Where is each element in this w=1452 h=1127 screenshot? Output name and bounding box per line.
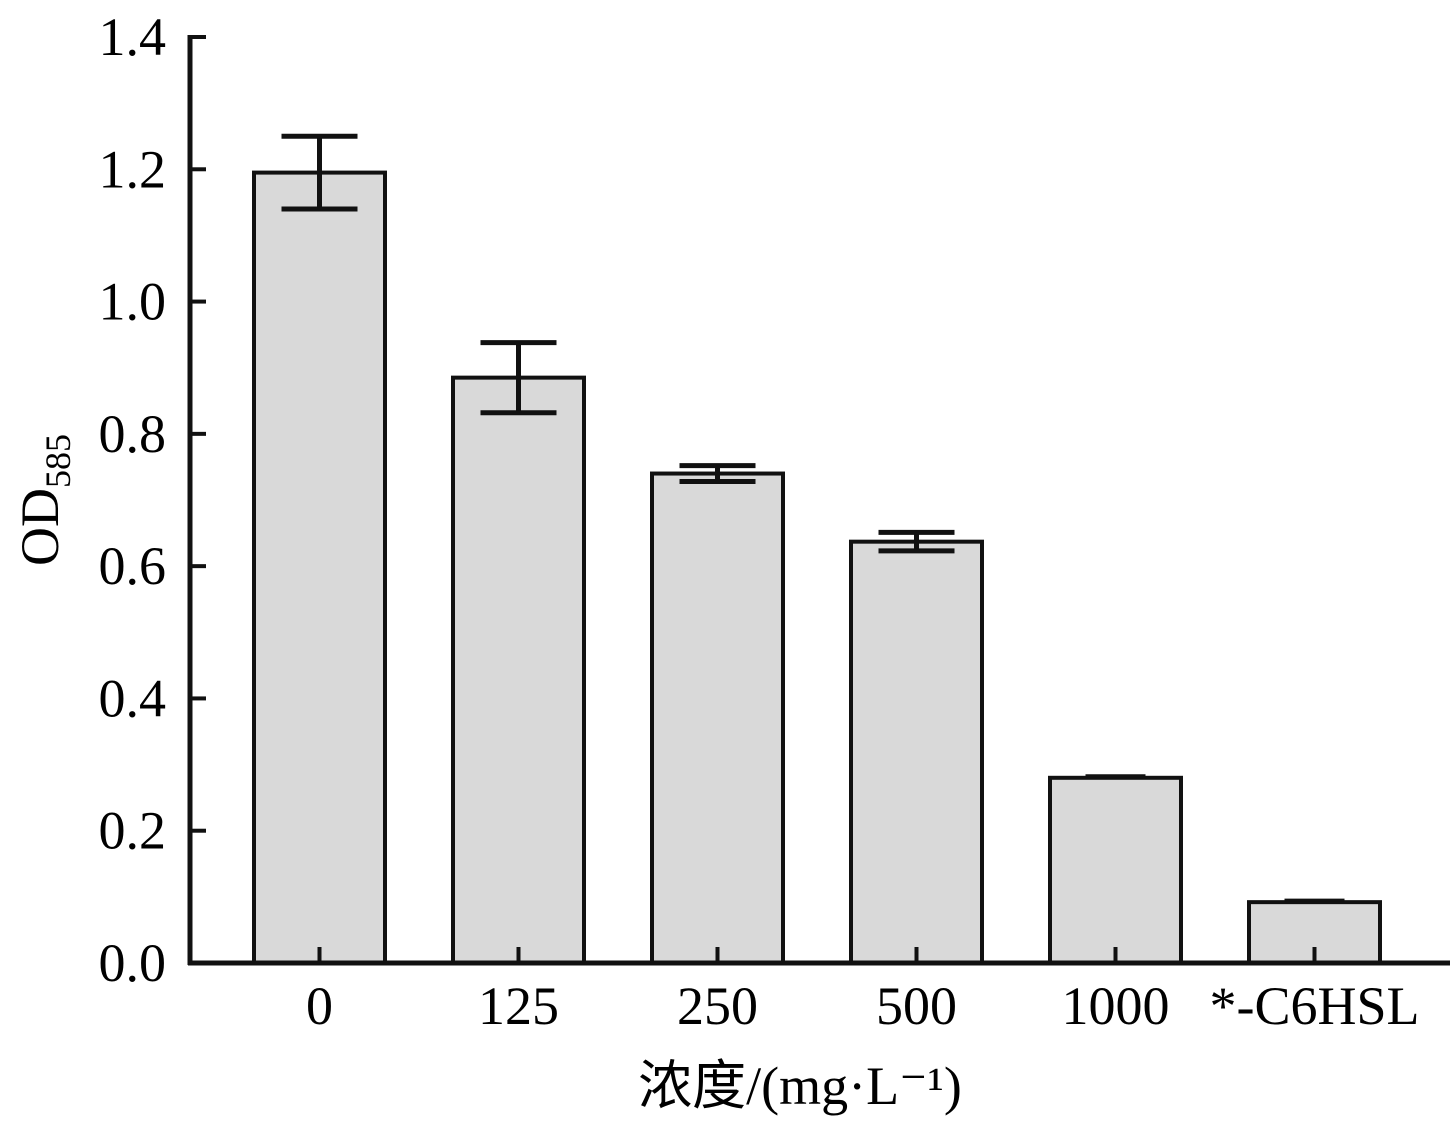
y-tick-label: 1.4 [99,7,167,67]
y-tick-label: 1.0 [99,272,167,332]
bar-3 [849,539,984,965]
x-tick-label: 250 [677,976,758,1036]
bar-1 [451,375,586,965]
bars-group [252,170,1382,966]
x-tick-label: 500 [876,976,957,1036]
x-tick-label: 0 [306,976,333,1036]
y-tick-label: 0.6 [99,536,167,596]
bar-0 [252,170,387,966]
error-bars-group [281,133,1345,902]
y-tick-label: 0.0 [99,933,167,993]
y-tick-label: 0.8 [99,404,167,464]
y-ticks-group: 0.0 0.2 0.4 0.6 0.8 1.0 1.2 1.4 [99,7,206,993]
y-axis-title-main: OD [10,488,70,566]
y-tick-label: 0.2 [99,801,167,861]
x-axis-title: 浓度/(mg·L⁻¹) [638,1056,962,1116]
x-tick-label: *-C6HSL [1209,976,1419,1036]
x-tick-label: 125 [478,976,559,1036]
y-axis-title-sub: 585 [38,434,78,488]
x-tick-label: 1000 [1062,976,1170,1036]
axes-group [187,35,1450,966]
y-axis-title: OD585 [10,434,78,566]
y-tick-label: 0.4 [99,668,167,728]
bar-2 [650,471,785,965]
y-tick-label: 1.2 [99,139,167,199]
bar-4 [1048,775,1183,965]
x-ticks-group: 0 125 250 500 1000 *-C6HSL [306,947,1420,1036]
